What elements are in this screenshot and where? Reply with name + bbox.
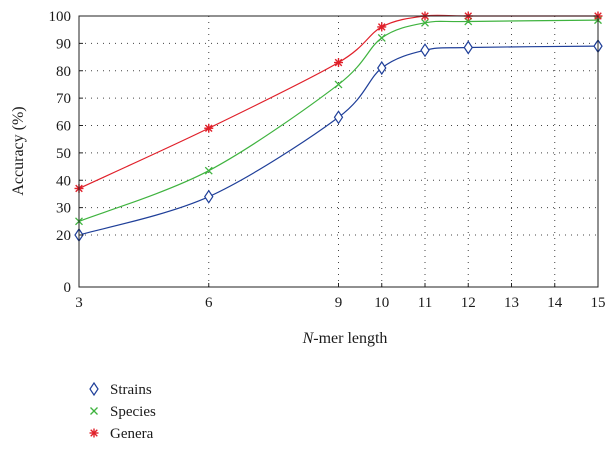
data-point-strains — [333, 110, 344, 125]
data-point-genera — [334, 58, 343, 68]
legend-label-genera: Genera — [110, 426, 154, 442]
data-point-genera — [377, 22, 387, 32]
x-tick-label: 12 — [461, 295, 476, 311]
series-layer — [74, 11, 603, 243]
x-axis-label: N-mer length — [302, 330, 388, 347]
legend-marker-strains — [89, 381, 99, 397]
data-point-strains — [463, 40, 473, 55]
data-point-strains — [204, 189, 214, 204]
y-axis-label: Accuracy (%) — [10, 106, 27, 195]
x-tick-label: 10 — [374, 295, 389, 311]
x-tick-label: 11 — [418, 295, 432, 311]
legend: Strains Species Genera — [89, 381, 156, 442]
series-line-genera — [78, 14, 598, 190]
series-line-species — [78, 19, 599, 222]
legend-label-strains: Strains — [110, 382, 152, 398]
plot-frame — [78, 15, 599, 288]
x-axis-label-italic: N — [302, 330, 315, 347]
x-axis-label-rest: -mer length — [313, 330, 387, 347]
y-tick-label: 70 — [56, 91, 71, 107]
data-point-genera — [204, 123, 214, 133]
data-point-species — [204, 166, 213, 175]
y-tick-label: 30 — [56, 201, 71, 217]
y-tick-label: 60 — [56, 119, 71, 135]
legend-marker-genera — [89, 428, 99, 438]
data-point-strains — [377, 60, 387, 76]
data-point-species — [334, 80, 343, 89]
y-tick-label: 0 — [64, 280, 72, 296]
x-tick-label: 9 — [335, 295, 343, 311]
series-line-strains — [78, 45, 599, 236]
data-point-strains — [420, 43, 430, 58]
y-tick-label: 20 — [56, 228, 71, 244]
x-tick-label: 13 — [504, 295, 519, 311]
y-tick-label: 80 — [56, 64, 71, 80]
data-point-species — [377, 33, 386, 42]
x-tick-label: 6 — [205, 295, 213, 311]
y-tick-label: 90 — [56, 36, 71, 52]
y-tick-label: 40 — [56, 173, 71, 189]
tick-labels: 3 6 9 10 11 12 13 14 15 0 20 30 40 50 60 70 80 90 100 — [49, 9, 606, 311]
grid — [79, 16, 598, 287]
x-tick-label: 14 — [547, 295, 563, 311]
data-point-species — [421, 18, 429, 27]
y-tick-label: 100 — [49, 9, 72, 25]
legend-marker-species — [90, 407, 98, 415]
legend-label-species: Species — [110, 404, 156, 420]
y-tick-label: 50 — [56, 146, 71, 162]
x-tick-label: 3 — [75, 295, 83, 311]
x-tick-label: 15 — [591, 295, 606, 311]
